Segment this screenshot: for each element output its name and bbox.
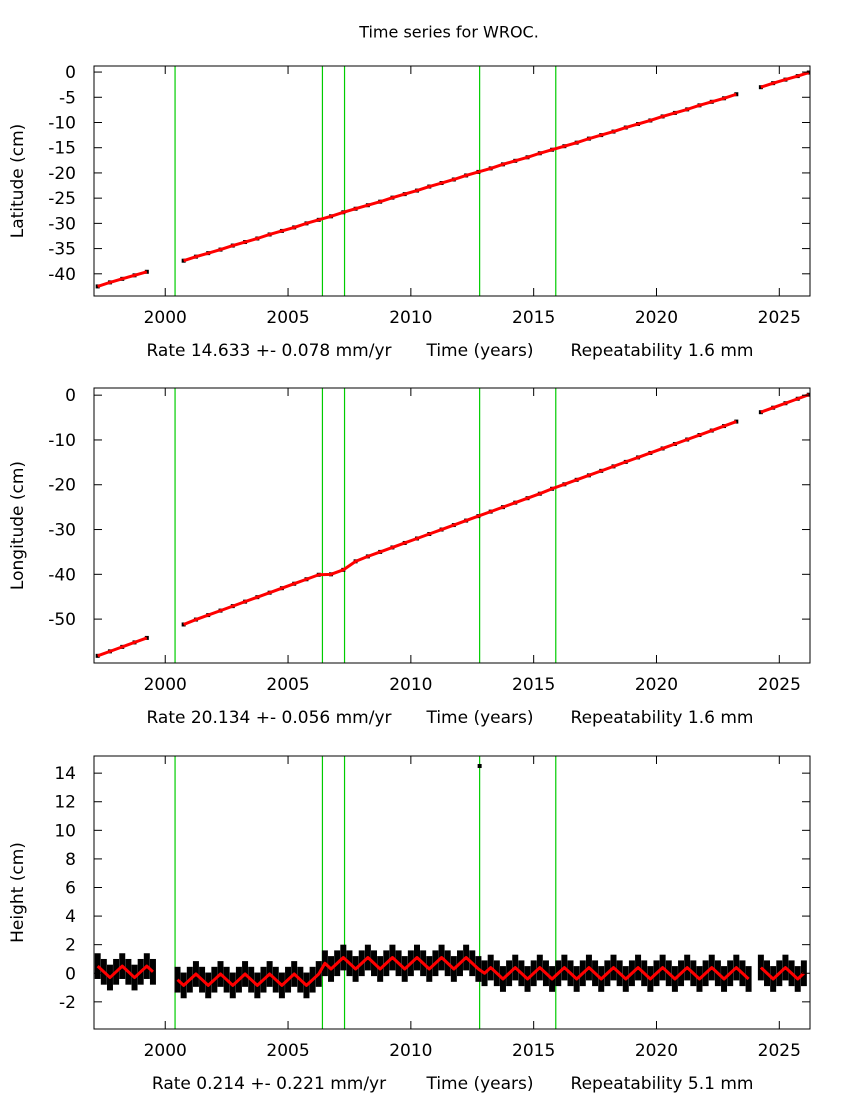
repeatability-label: Repeatability 1.6 mm <box>571 341 754 361</box>
y-tick-label: -30 <box>48 521 76 541</box>
panel: 0 -10 -20 -30 -40 -50 2000 2005 2010 2015 2020 2025… <box>8 386 811 728</box>
y-tick-label: -10 <box>48 431 76 451</box>
repeatability-label: Repeatability 1.6 mm <box>571 708 754 728</box>
x-tick-label: 2010 <box>389 1041 432 1061</box>
data-point <box>477 764 482 769</box>
x-tick-label: 2005 <box>266 675 309 695</box>
plot-area <box>95 388 810 663</box>
y-tick-label: 8 <box>65 850 76 870</box>
y-axis-label: Latitude (cm) <box>8 124 28 239</box>
y-tick-label: 0 <box>65 63 76 83</box>
x-tick-label: 2015 <box>512 1041 555 1061</box>
data-point <box>144 635 149 640</box>
repeatability-label: Repeatability 5.1 mm <box>571 1074 754 1094</box>
rate-label: Rate 0.214 +- 0.221 mm/yr <box>152 1074 386 1094</box>
y-axis-label: Height (cm) <box>8 842 28 943</box>
y-tick-label: -10 <box>48 113 76 133</box>
y-tick-label: -5 <box>59 88 76 108</box>
plot-frame <box>93 755 811 1030</box>
x-tick-label: 2025 <box>758 675 801 695</box>
x-tick-label: 2010 <box>389 308 432 328</box>
y-tick-label: 0 <box>65 964 76 984</box>
x-tick-label: 2010 <box>389 675 432 695</box>
x-tick-label: 2015 <box>512 675 555 695</box>
y-tick-label: 4 <box>65 907 76 927</box>
x-tick-label: 2005 <box>266 308 309 328</box>
y-tick-label: -40 <box>48 265 76 285</box>
panel: 0 -5 -10 -15 -20 -25 -30 -35 -40 2000 2005 2010 2015… <box>8 63 811 361</box>
y-tick-label: -20 <box>48 164 76 184</box>
x-tick-label: 2000 <box>144 308 187 328</box>
model-line <box>97 393 810 658</box>
y-tick-label: -25 <box>48 189 76 209</box>
plot-frame <box>93 387 811 664</box>
x-tick-label: 2020 <box>635 675 678 695</box>
data-point <box>734 92 739 97</box>
y-tick-label: -35 <box>48 240 76 260</box>
y-tick-label: -2 <box>59 993 76 1013</box>
x-tick-label: 2025 <box>758 1041 801 1061</box>
panel: -2 0 2 4 6 8 10 12 14 2000 2005 2010 2015 2020 2025 Hei… <box>8 755 811 1094</box>
y-axis-label: Longitude (cm) <box>8 461 28 590</box>
figure-title: Time series for WROC. <box>358 23 539 42</box>
x-tick-label: 2000 <box>144 1041 187 1061</box>
y-tick-label: 2 <box>65 936 76 956</box>
x-tick-label: 2015 <box>512 308 555 328</box>
y-tick-label: 14 <box>54 764 76 784</box>
data-point <box>734 419 739 424</box>
x-tick-label: 2020 <box>635 1041 678 1061</box>
plot-area <box>95 66 810 296</box>
model-line <box>96 956 805 987</box>
y-tick-label: -40 <box>48 565 76 585</box>
plot-area <box>94 756 807 1029</box>
y-tick-label: 0 <box>65 386 76 406</box>
rate-label: Rate 14.633 +- 0.078 mm/yr <box>146 341 391 361</box>
plot-frame <box>93 65 811 297</box>
model-line <box>97 71 810 288</box>
x-tick-label: 2025 <box>758 308 801 328</box>
x-axis-label: Time (years) <box>425 1074 533 1094</box>
y-tick-label: -30 <box>48 214 76 234</box>
y-tick-label: 10 <box>54 821 76 841</box>
x-tick-label: 2020 <box>635 308 678 328</box>
y-tick-label: 12 <box>54 793 76 813</box>
y-tick-label: -50 <box>48 610 76 630</box>
x-tick-label: 2000 <box>144 675 187 695</box>
rate-label: Rate 20.134 +- 0.056 mm/yr <box>146 708 391 728</box>
y-tick-label: -15 <box>48 139 76 159</box>
x-tick-label: 2005 <box>266 1041 309 1061</box>
x-axis-label: Time (years) <box>425 708 533 728</box>
y-tick-label: -20 <box>48 476 76 496</box>
x-axis-label: Time (years) <box>425 341 533 361</box>
y-tick-label: 6 <box>65 878 76 898</box>
